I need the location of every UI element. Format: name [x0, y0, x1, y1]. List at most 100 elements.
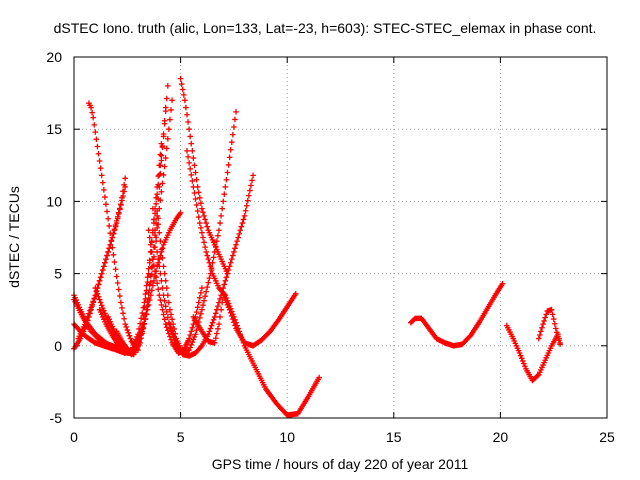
data-point	[121, 315, 127, 322]
data-point	[101, 307, 107, 314]
data-point	[199, 205, 205, 212]
x-axis-label: GPS time / hours of day 220 of year 2011	[212, 456, 469, 472]
data-point	[188, 328, 195, 335]
data-point	[153, 194, 159, 201]
data-point	[203, 288, 209, 295]
data-point	[227, 310, 234, 316]
data-point	[537, 332, 543, 338]
data-point	[192, 331, 199, 338]
data-point	[160, 263, 167, 270]
data-point	[143, 282, 150, 289]
data-point	[179, 86, 186, 93]
data-point	[161, 120, 168, 127]
data-point	[231, 249, 237, 255]
data-point	[163, 285, 170, 291]
data-point	[97, 299, 104, 306]
data-point	[160, 172, 167, 178]
data-point	[165, 136, 171, 142]
data-point	[247, 187, 253, 194]
data-point	[137, 335, 143, 342]
data-point	[105, 215, 111, 222]
data-point	[242, 207, 249, 214]
data-point	[101, 187, 107, 193]
data-point	[88, 304, 94, 311]
data-point	[241, 213, 248, 219]
data-point	[142, 291, 149, 297]
data-point	[553, 325, 559, 332]
data-point	[153, 201, 159, 207]
data-point	[162, 108, 169, 114]
data-point	[106, 223, 112, 229]
data-point	[226, 154, 233, 161]
data-point	[97, 165, 104, 171]
data-point	[198, 225, 204, 231]
data-point	[143, 287, 150, 294]
data-point	[246, 192, 252, 199]
data-point	[158, 246, 165, 253]
data-point	[554, 329, 560, 336]
series-11	[122, 210, 184, 358]
data-point	[112, 222, 119, 228]
data-point	[243, 202, 250, 209]
data-point	[163, 95, 170, 102]
data-point	[163, 145, 170, 152]
data-point	[182, 97, 188, 104]
data-point	[200, 302, 206, 308]
data-point	[92, 285, 99, 291]
data-point	[96, 158, 103, 164]
data-point	[239, 220, 246, 226]
data-point	[140, 324, 147, 331]
data-point	[102, 259, 108, 266]
data-point	[168, 324, 174, 331]
data-point	[158, 152, 165, 159]
data-point	[97, 274, 104, 281]
data-point	[98, 270, 105, 277]
data-point	[152, 273, 158, 279]
data-point	[112, 266, 119, 273]
data-point	[102, 310, 108, 317]
data-point	[157, 151, 164, 158]
data-point	[186, 126, 192, 132]
data-point	[222, 184, 229, 190]
x-tick-label: 5	[177, 429, 185, 445]
data-point	[244, 197, 251, 204]
data-point	[189, 178, 196, 184]
data-point	[201, 239, 207, 246]
x-tick-label: 0	[70, 429, 78, 445]
data-point	[192, 196, 199, 202]
data-point	[292, 291, 299, 297]
data-point	[117, 293, 123, 299]
x-tick-label: 25	[599, 429, 615, 445]
data-point	[149, 271, 155, 278]
data-point	[196, 220, 203, 226]
data-point	[519, 358, 526, 364]
data-point	[214, 238, 220, 244]
data-point	[196, 194, 203, 201]
data-point	[91, 122, 98, 128]
data-point	[117, 205, 123, 212]
data-point	[206, 259, 213, 266]
data-point	[231, 124, 237, 130]
data-point	[550, 316, 557, 322]
data-point	[218, 306, 224, 313]
data-point	[203, 220, 209, 226]
data-point	[232, 322, 238, 329]
data-point	[186, 335, 192, 342]
data-point	[149, 249, 155, 255]
data-point	[153, 274, 159, 281]
data-point	[95, 281, 102, 288]
y-tick-label: 15	[46, 121, 62, 137]
data-point	[160, 133, 167, 140]
data-point	[90, 298, 96, 305]
data-point	[162, 303, 169, 310]
data-point	[154, 213, 160, 219]
data-point	[543, 311, 550, 318]
data-point	[221, 191, 228, 197]
data-point	[123, 324, 130, 330]
data-point	[168, 107, 174, 113]
data-point	[187, 332, 193, 338]
data-point	[146, 297, 153, 303]
data-point	[518, 355, 525, 362]
data-point	[218, 213, 224, 219]
